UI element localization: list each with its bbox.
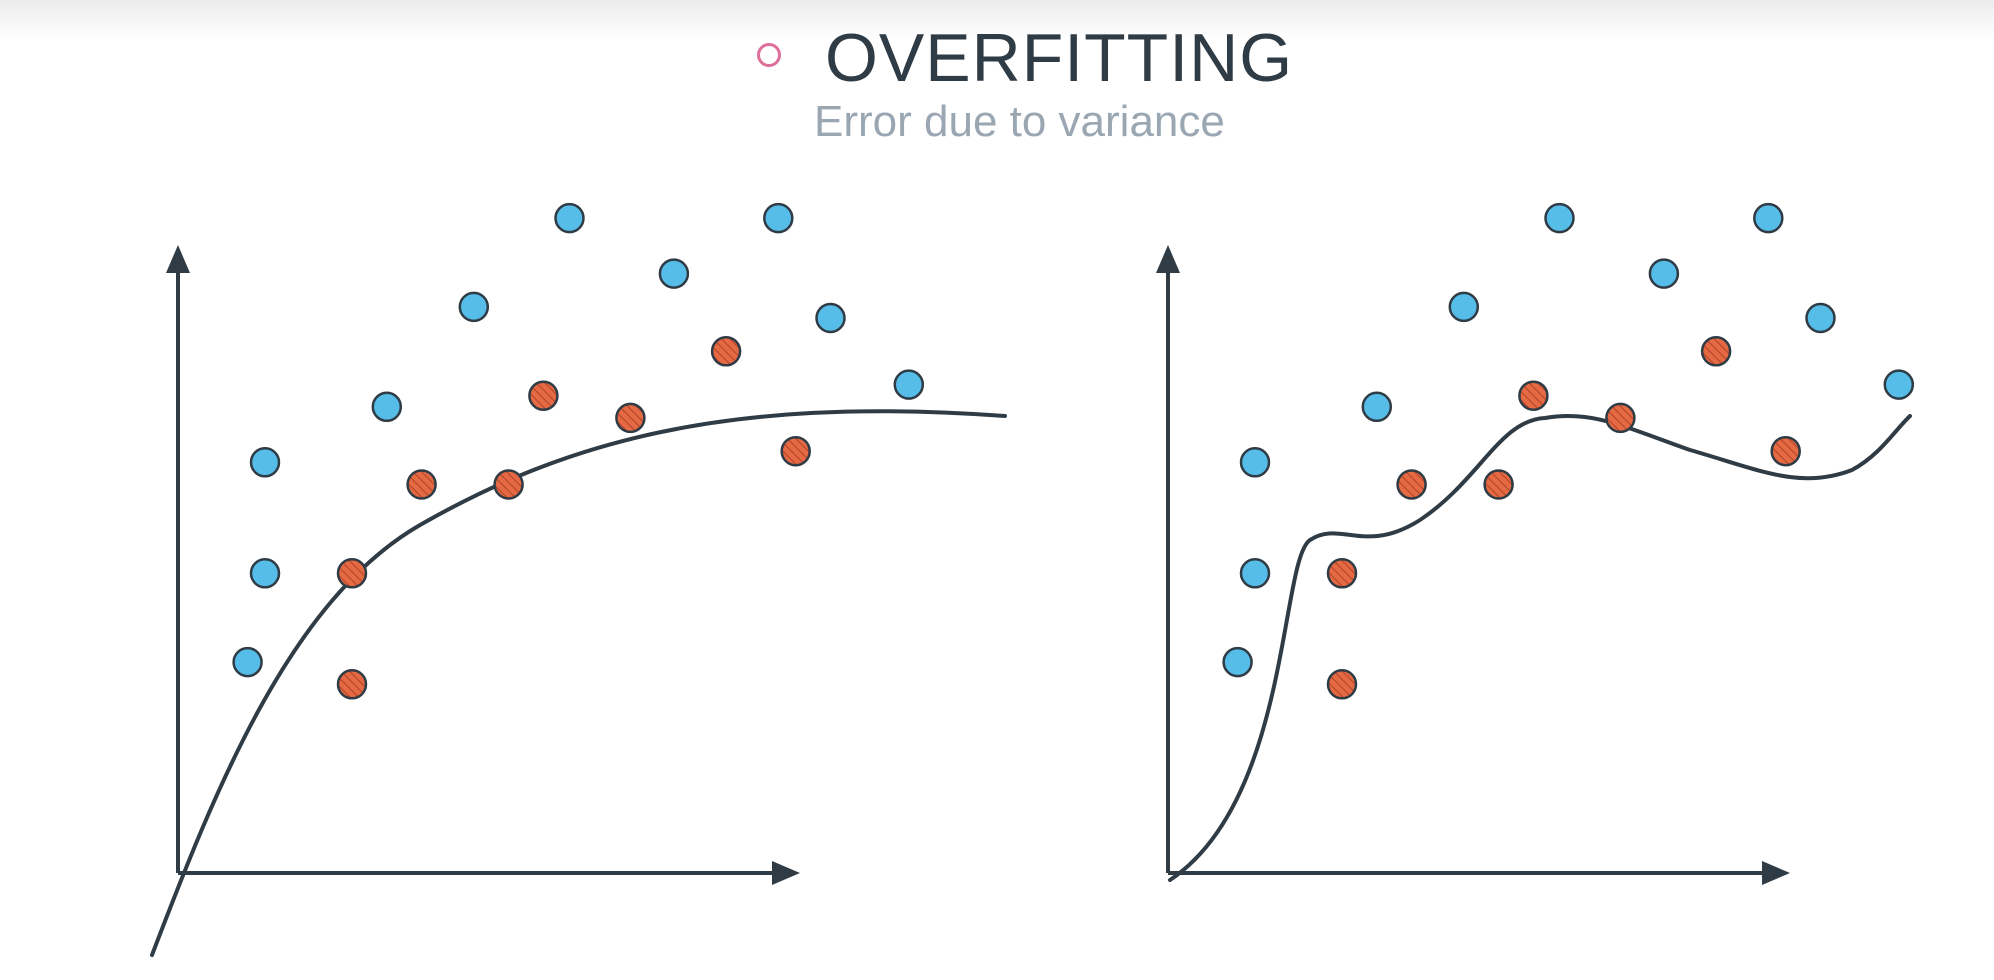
blue-data-point (763, 202, 794, 234)
blue-data-point (1239, 558, 1271, 589)
orange-data-point (710, 336, 742, 367)
smooth-underfit-curve (150, 409, 1007, 957)
blue-data-point (1448, 291, 1480, 323)
orange-data-point (1518, 380, 1549, 411)
orange-data-point (1396, 469, 1427, 500)
circle-outline-icon (757, 43, 781, 67)
x-axis-arrow-icon (772, 861, 800, 885)
blue-data-point (1544, 202, 1575, 234)
blue-data-point (658, 258, 690, 289)
orange-data-point (1605, 402, 1636, 434)
blue-data-point (371, 391, 403, 423)
blue-data-point (1239, 447, 1271, 478)
slide-subtitle: Error due to variance (814, 97, 1225, 146)
slide-title: OVERFITTING (825, 20, 1294, 96)
blue-data-point (893, 369, 925, 400)
slide-header: OVERFITTING (0, 14, 1994, 96)
blue-data-point (554, 202, 585, 234)
y-axis-arrow-icon (166, 245, 190, 273)
orange-data-point (336, 558, 368, 589)
orange-data-point (1700, 336, 1732, 367)
orange-data-point (615, 402, 646, 434)
blue-data-point (249, 447, 281, 478)
x-axis-arrow-icon (1762, 861, 1790, 885)
left-panel (150, 202, 1007, 957)
wiggly-overfit-curve (1168, 413, 1912, 882)
blue-data-point (1883, 369, 1915, 400)
blue-data-point (1648, 258, 1680, 289)
blue-data-point (232, 646, 263, 678)
orange-data-point (1483, 469, 1514, 500)
right-panel (1156, 202, 1915, 885)
blue-data-point (1753, 202, 1784, 234)
orange-data-point (336, 669, 368, 700)
orange-data-point (1326, 558, 1358, 589)
orange-data-point (780, 435, 811, 467)
y-axis-arrow-icon (1156, 245, 1180, 273)
blue-data-point (1361, 391, 1393, 423)
orange-data-point (1326, 669, 1358, 700)
orange-data-point (528, 380, 559, 411)
orange-data-point (406, 469, 437, 500)
orange-data-point (1770, 435, 1801, 467)
blue-data-point (249, 558, 281, 589)
blue-data-point (458, 291, 490, 323)
orange-data-point (493, 469, 524, 500)
blue-data-point (1805, 302, 1836, 334)
top-shade (0, 0, 1994, 40)
blue-data-point (815, 302, 846, 334)
blue-data-point (1222, 646, 1253, 678)
